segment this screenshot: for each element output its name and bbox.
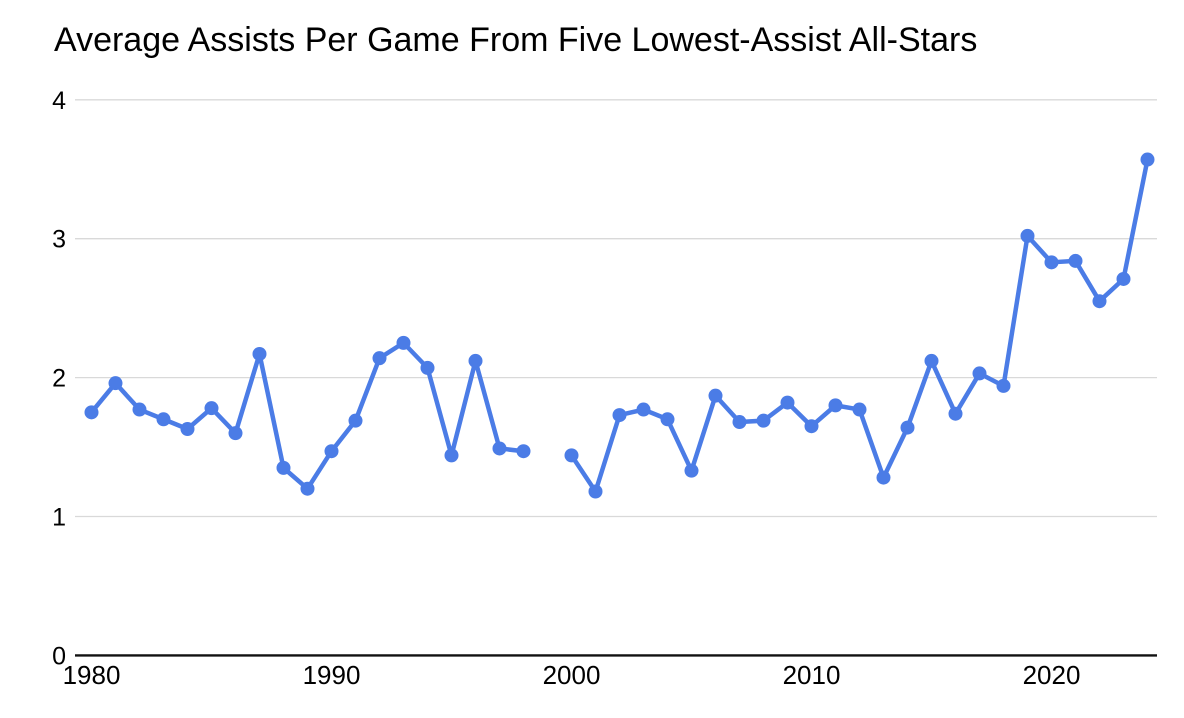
data-point-1992 [372, 351, 387, 366]
data-point-1984 [180, 421, 195, 436]
data-point-1981 [108, 376, 123, 391]
y-tick-label-2: 2 [52, 365, 66, 393]
data-point-1989 [300, 481, 315, 496]
data-point-2010 [804, 419, 819, 434]
data-point-2022 [1092, 294, 1107, 309]
data-point-2007 [732, 415, 747, 430]
data-point-2024 [1140, 152, 1155, 167]
x-tick-label-2010: 2010 [783, 660, 841, 690]
data-point-2002 [612, 408, 627, 423]
x-tick-label-2000: 2000 [543, 660, 601, 690]
y-tick-label-3: 3 [52, 226, 66, 254]
x-tick-label-2020: 2020 [1023, 660, 1081, 690]
data-point-2020 [1044, 255, 1059, 270]
data-series-line [89, 340, 526, 491]
data-point-2001 [588, 484, 603, 499]
data-point-1983 [156, 412, 171, 427]
chart-title: Average Assists Per Game From Five Lowes… [54, 21, 978, 59]
data-point-2017 [972, 366, 987, 381]
data-point-2004 [660, 412, 675, 427]
data-point-1986 [228, 426, 243, 441]
data-point-2009 [780, 395, 795, 410]
data-point-1982 [132, 402, 147, 417]
data-point-1998 [516, 444, 531, 459]
data-point-2008 [756, 413, 771, 428]
data-point-2016 [948, 406, 963, 421]
data-point-1980 [84, 405, 99, 420]
data-point-2006 [708, 388, 723, 403]
data-point-2019 [1020, 228, 1035, 243]
data-point-2000 [564, 448, 579, 463]
data-point-1987 [252, 346, 267, 361]
data-point-2023 [1116, 271, 1131, 286]
x-tick-label-1990: 1990 [303, 660, 361, 690]
data-point-2011 [828, 398, 843, 413]
data-point-1993 [396, 335, 411, 350]
data-point-1994 [420, 360, 435, 375]
data-point-2013 [876, 470, 891, 485]
data-point-1997 [492, 441, 507, 456]
data-point-1985 [204, 401, 219, 416]
y-tick-label-0: 0 [52, 642, 66, 670]
data-point-2015 [924, 353, 939, 368]
data-point-2012 [852, 402, 867, 417]
data-series-line [569, 157, 1150, 494]
data-point-2005 [684, 463, 699, 478]
data-point-1995 [444, 448, 459, 463]
data-point-1991 [348, 413, 363, 428]
y-tick-label-1: 1 [52, 504, 66, 532]
data-point-1990 [324, 444, 339, 459]
x-tick-label-1980: 1980 [63, 660, 121, 690]
data-point-2018 [996, 378, 1011, 393]
data-point-1996 [468, 353, 483, 368]
y-tick-label-4: 4 [52, 87, 66, 115]
data-point-2003 [636, 402, 651, 417]
data-point-2021 [1068, 253, 1083, 268]
data-point-2014 [900, 420, 915, 435]
data-point-1988 [276, 460, 291, 475]
